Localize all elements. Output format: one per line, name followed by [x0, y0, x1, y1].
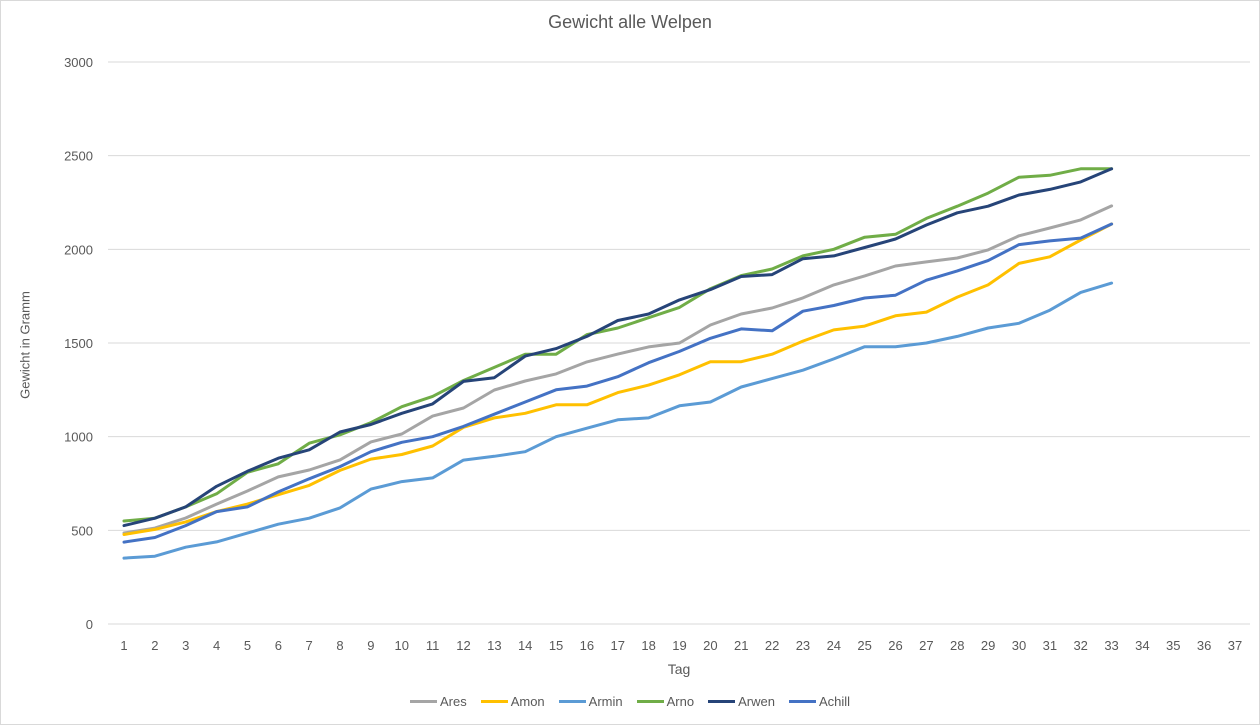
x-tick-label: 20	[703, 638, 717, 653]
x-tick-label: 16	[580, 638, 594, 653]
legend-item-arno[interactable]: Arno	[636, 694, 695, 709]
x-tick-label: 24	[827, 638, 841, 653]
legend-item-armin[interactable]: Armin	[558, 694, 623, 709]
series-line-armin	[122, 281, 1114, 560]
y-tick-label: 1000	[64, 430, 93, 445]
y-tick-label: 2000	[64, 242, 93, 257]
x-tick-label: 34	[1135, 638, 1149, 653]
x-tick-label: 7	[306, 638, 313, 653]
x-tick-label: 12	[456, 638, 470, 653]
legend-label: Ares	[439, 694, 467, 709]
x-tick-label: 26	[888, 638, 902, 653]
x-tick-label: 9	[367, 638, 374, 653]
x-tick-label: 23	[796, 638, 810, 653]
x-tick-label: 17	[611, 638, 625, 653]
x-tick-label: 15	[549, 638, 563, 653]
legend-item-amon[interactable]: Amon	[480, 694, 545, 709]
legend-label: Achill	[818, 694, 851, 709]
x-tick-label: 33	[1104, 638, 1118, 653]
x-tick-label: 25	[857, 638, 871, 653]
x-tick-label: 8	[336, 638, 343, 653]
series-line-ares	[122, 204, 1114, 535]
legend-item-arwen[interactable]: Arwen	[708, 694, 775, 709]
x-tick-label: 3	[182, 638, 189, 653]
legend-label: Arwen	[738, 694, 775, 709]
chart-title: Gewicht alle Welpen	[548, 12, 712, 32]
x-tick-label: 36	[1197, 638, 1211, 653]
y-tick-label: 2500	[64, 149, 93, 164]
y-tick-label: 3000	[64, 55, 93, 70]
x-tick-label: 29	[981, 638, 995, 653]
data-series	[122, 167, 1114, 560]
legend-item-ares[interactable]: Ares	[409, 694, 467, 709]
y-tick-label: 0	[86, 617, 93, 632]
legend-line-icon	[636, 700, 664, 703]
x-tick-label: 21	[734, 638, 748, 653]
legend-line-icon	[409, 700, 437, 703]
x-tick-label: 14	[518, 638, 532, 653]
x-tick-label: 2	[151, 638, 158, 653]
x-tick-label: 22	[765, 638, 779, 653]
x-tick-label: 37	[1228, 638, 1242, 653]
x-tick-label: 4	[213, 638, 220, 653]
legend-line-icon	[788, 700, 816, 703]
x-tick-label: 30	[1012, 638, 1026, 653]
y-axis-ticks: 0 500 1000 1500 2000 2500 3000	[64, 55, 93, 632]
series-line-arno	[122, 167, 1114, 523]
legend-label: Arno	[666, 694, 695, 709]
x-tick-label: 10	[395, 638, 409, 653]
legend-line-icon	[708, 700, 736, 703]
x-tick-label: 32	[1073, 638, 1087, 653]
legend-line-icon	[558, 700, 586, 703]
x-tick-label: 27	[919, 638, 933, 653]
x-tick-label: 18	[641, 638, 655, 653]
legend: Ares Amon Armin Arno Arwen Achill	[0, 694, 1260, 709]
x-tick-label: 6	[275, 638, 282, 653]
x-tick-label: 1	[120, 638, 127, 653]
series-line-amon	[122, 222, 1114, 536]
series-line-arwen	[122, 167, 1114, 528]
legend-line-icon	[480, 700, 508, 703]
legend-item-achill[interactable]: Achill	[788, 694, 851, 709]
x-tick-label: 19	[672, 638, 686, 653]
y-tick-label: 500	[71, 523, 93, 538]
x-tick-label: 11	[426, 638, 440, 653]
x-tick-label: 13	[487, 638, 501, 653]
series-line-achill	[122, 222, 1114, 544]
x-tick-label: 31	[1043, 638, 1057, 653]
x-axis-label: Tag	[667, 661, 691, 677]
legend-label: Amon	[510, 694, 545, 709]
y-tick-label: 1500	[64, 336, 93, 351]
x-tick-label: 35	[1166, 638, 1180, 653]
legend-label: Armin	[588, 694, 623, 709]
x-tick-label: 28	[950, 638, 964, 653]
x-axis-ticks: 1 2 3 4 5 6 7 8 9 10 11 12 13 14 15 16 17 18 19 20 21 22 23 24 2…	[120, 638, 1242, 653]
x-tick-label: 5	[244, 638, 251, 653]
